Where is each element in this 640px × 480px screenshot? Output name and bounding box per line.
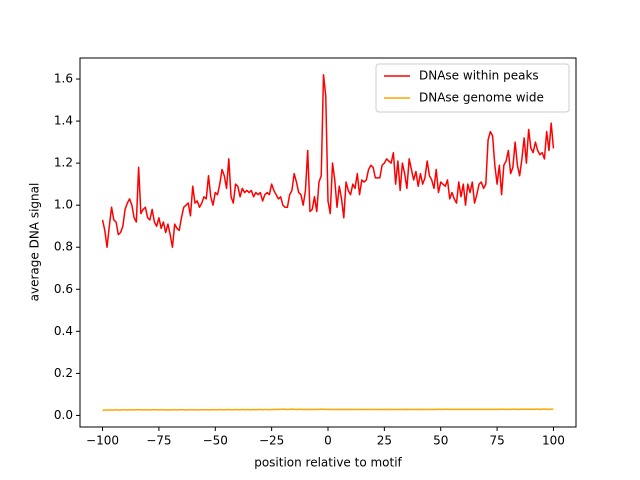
y-tick-label: 1.4 — [54, 114, 73, 128]
y-tick-label: 0.4 — [54, 324, 73, 338]
y-tick-label: 1.0 — [54, 198, 73, 212]
x-tick-label: 25 — [377, 434, 392, 448]
y-tick-label: 0.8 — [54, 240, 73, 254]
x-tick-label: 75 — [489, 434, 504, 448]
data-line — [101, 74, 555, 248]
x-tick-label: −100 — [86, 434, 119, 448]
x-tick-label: 100 — [542, 434, 565, 448]
x-tick-label: −75 — [146, 434, 171, 448]
y-tick-label: 0.6 — [54, 282, 73, 296]
x-tick-label: −50 — [203, 434, 228, 448]
legend-box — [375, 63, 570, 113]
y-axis-label: average DNA signal — [28, 183, 42, 302]
y-tick-label: 0.2 — [54, 366, 73, 380]
data-line — [102, 408, 554, 411]
legend-label: DNAse genome wide — [419, 91, 544, 105]
x-tick-label: 50 — [433, 434, 448, 448]
plot-frame — [79, 57, 577, 428]
x-tick-label: −25 — [259, 434, 284, 448]
x-tick-label: 0 — [324, 434, 332, 448]
y-tick-label: 0.0 — [54, 408, 73, 422]
legend-label: DNAse within peaks — [419, 69, 539, 83]
y-tick-label: 1.2 — [54, 156, 73, 170]
y-tick-label: 1.6 — [54, 72, 73, 86]
x-axis-label: position relative to motif — [254, 456, 402, 470]
